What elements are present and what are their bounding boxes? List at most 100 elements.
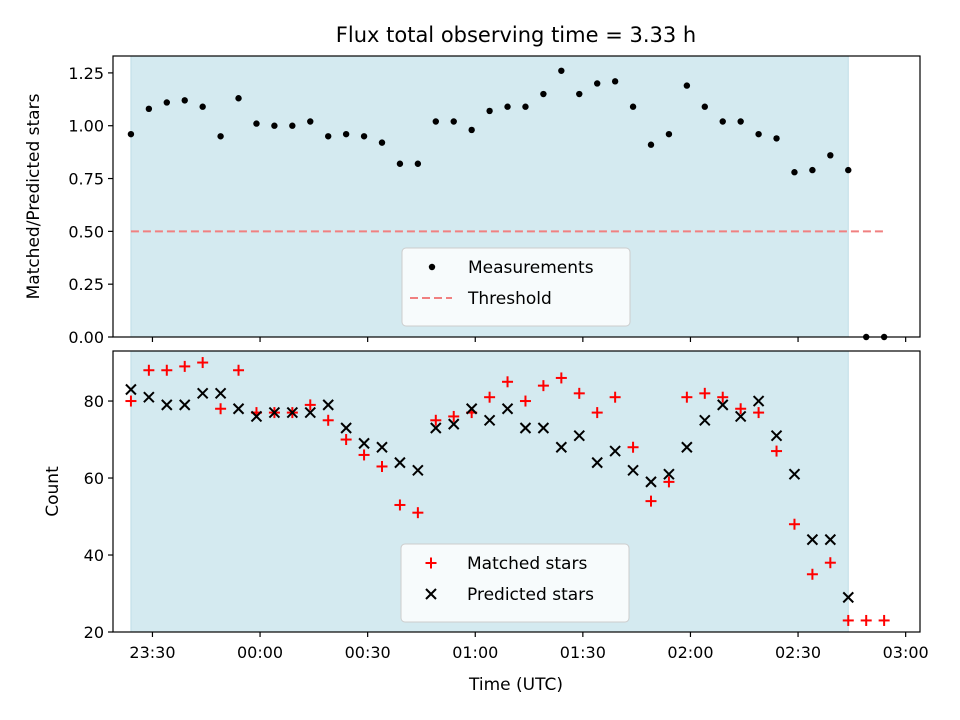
matched-star-point <box>753 407 765 419</box>
measurement-point <box>665 130 673 138</box>
legend-matched-marker <box>425 557 437 569</box>
x-tick-label: 03:00 <box>883 643 929 662</box>
legend-box <box>400 543 630 623</box>
measurement-point <box>809 166 816 174</box>
predicted-star-point <box>645 476 657 488</box>
measurement-point <box>576 90 583 98</box>
predicted-star-point <box>430 422 442 434</box>
matched-star-point <box>143 364 155 376</box>
predicted-star-point <box>394 456 406 469</box>
measurement-point <box>522 103 529 110</box>
predicted-star-point <box>340 422 352 434</box>
measurement-point <box>683 82 691 89</box>
x-axis-label: Time (UTC) <box>468 675 563 695</box>
x-tick-label: 00:00 <box>237 643 283 662</box>
y-tick-label: 20 <box>84 623 104 642</box>
legend-label: Predicted stars <box>467 585 594 605</box>
matched-star-point <box>430 414 442 426</box>
predicted-star-point <box>788 468 801 480</box>
measurement-point <box>127 130 135 138</box>
measurement-point <box>611 78 619 85</box>
predicted-star-point <box>250 410 263 423</box>
measurement-point <box>719 118 726 125</box>
predicted-star-point <box>465 403 478 415</box>
y-axis-label: Count <box>43 466 63 517</box>
matched-star-point <box>663 476 675 488</box>
predicted-star-point <box>304 406 316 419</box>
measurement-point <box>737 118 744 125</box>
predicted-star-point <box>179 399 191 411</box>
predicted-star-point <box>681 441 693 453</box>
measurement-point <box>701 103 708 110</box>
predicted-star-point <box>232 403 245 415</box>
measurement-point <box>450 118 457 125</box>
predicted-star-point <box>806 533 819 546</box>
matched-star-point <box>645 495 657 507</box>
y-tick-label: 0.00 <box>68 328 104 347</box>
legend: Matched stars Predicted stars <box>400 543 630 623</box>
x-tick-label: 02:30 <box>775 643 821 662</box>
matched-star-point <box>358 449 370 461</box>
top-axes-flux-ratio: 0.00 0.25 0.50 0.75 1.00 1.25 Matched/Predicte… <box>24 55 921 347</box>
matched-star-point <box>717 391 729 403</box>
predicted-star-point <box>448 418 460 430</box>
predicted-star-point <box>537 422 550 434</box>
matched-star-point <box>340 434 352 446</box>
matched-star-point <box>197 357 209 369</box>
predicted-star-point <box>483 414 496 426</box>
axes-frame <box>112 350 921 633</box>
matched-star-point <box>448 410 460 422</box>
predicted-star-point <box>358 437 370 450</box>
predicted-star-point <box>609 445 621 457</box>
matched-star-point <box>125 395 137 407</box>
predicted-star-point <box>663 468 675 480</box>
measurement-point <box>773 135 780 142</box>
matched-star-point <box>484 391 496 403</box>
measurement-point <box>145 105 153 113</box>
predicted-star-point <box>161 399 173 411</box>
matched-star-point <box>771 445 783 457</box>
measurement-point <box>504 103 511 110</box>
matched-star-point <box>322 414 334 426</box>
measurement-point <box>235 95 242 102</box>
axes-frame <box>112 55 921 338</box>
y-tick-label: 0.50 <box>68 222 104 241</box>
y-tick-label: 80 <box>84 392 104 411</box>
y-tick-label: 1.00 <box>68 117 104 136</box>
measurement-point <box>486 107 493 115</box>
measurement-point <box>540 90 547 98</box>
measurement-point <box>594 80 601 87</box>
measurement-point <box>342 130 350 138</box>
predicted-star-point <box>752 395 765 407</box>
predicted-star-point <box>555 441 568 453</box>
measurement-point <box>199 103 206 110</box>
matched-star-point <box>609 391 621 403</box>
matched-star-point <box>412 507 424 519</box>
measurement-point <box>271 122 278 129</box>
predicted-star-point <box>824 533 837 546</box>
legend-label: Measurements <box>468 258 594 278</box>
measurement-point <box>253 120 260 127</box>
predicted-star-point <box>519 422 532 434</box>
matched-star-point <box>179 360 191 372</box>
measurement-point <box>289 122 296 129</box>
y-tick-label: 60 <box>84 469 104 488</box>
y-tick-label: 1.25 <box>68 64 104 83</box>
measurement-point <box>845 166 852 174</box>
matched-star-point <box>161 364 173 376</box>
x-tick-label: 01:30 <box>560 643 606 662</box>
matched-star-point <box>394 499 406 511</box>
matched-star-point <box>555 372 567 384</box>
matched-star-point <box>824 557 836 569</box>
predicted-star-point <box>268 406 281 419</box>
measurement-point <box>629 103 637 110</box>
y-tick-label: 0.75 <box>68 170 104 189</box>
predicted-star-point <box>699 414 711 426</box>
measurement-point <box>558 67 565 74</box>
x-tick-label: 00:30 <box>345 643 391 662</box>
predicted-star-point <box>322 399 334 411</box>
predicted-star-point <box>286 406 299 419</box>
legend-predicted-marker <box>425 588 437 600</box>
measurement-point <box>755 130 762 138</box>
measurement-point <box>325 133 332 140</box>
